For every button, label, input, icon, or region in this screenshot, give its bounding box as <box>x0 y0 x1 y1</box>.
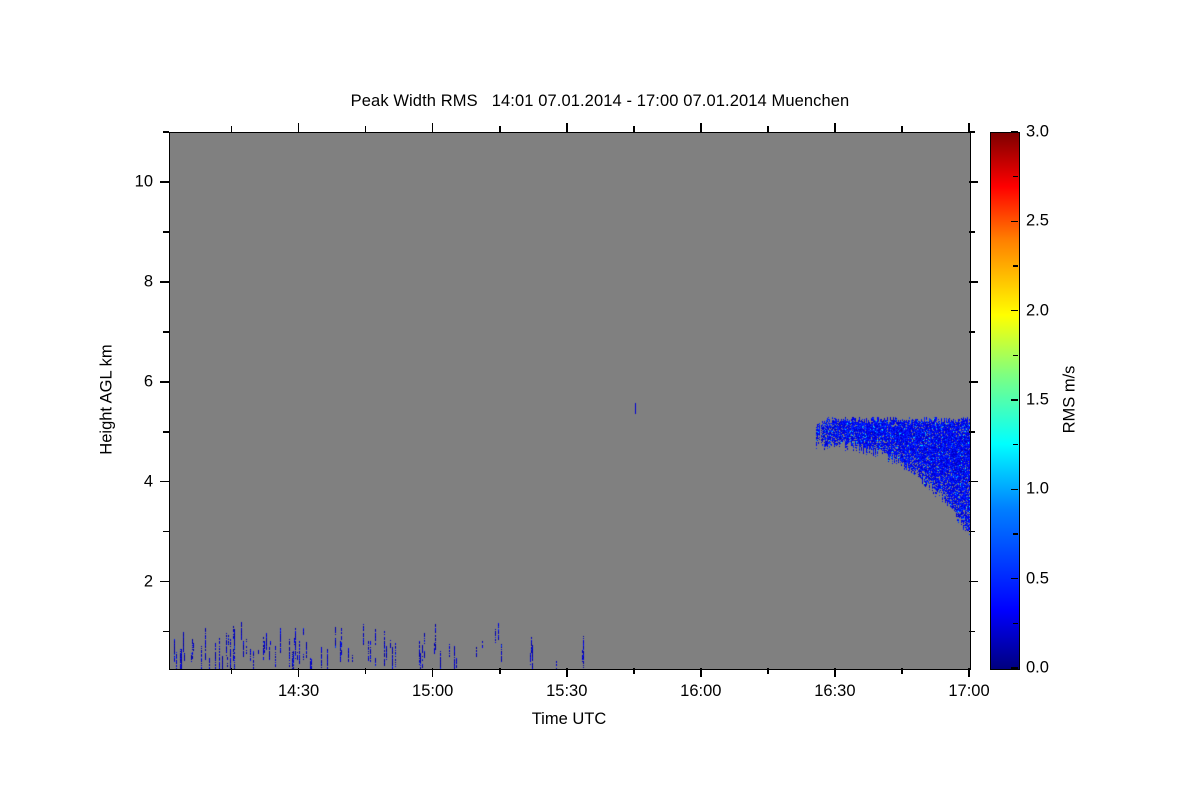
colorbar-tick-major <box>1011 488 1018 491</box>
y-tick-minor <box>163 231 169 233</box>
y-tick-minor <box>163 131 169 133</box>
plot-area[interactable] <box>169 132 971 670</box>
y-tick-right-major <box>969 181 978 183</box>
y-tick-label-4: 4 <box>143 472 153 491</box>
y-tick-right-major <box>969 480 978 483</box>
y-tick-minor <box>163 331 169 333</box>
y-tick-right-major <box>969 580 978 583</box>
y-tick-label-10: 10 <box>134 172 153 191</box>
x-tick-top-minor <box>633 126 635 132</box>
colorbar-tick-minor <box>1013 175 1018 178</box>
x-tick-major <box>834 668 836 677</box>
x-tick-top-major <box>700 123 702 132</box>
x-tick-major <box>297 668 300 677</box>
y-tick-label-2: 2 <box>143 572 153 591</box>
y-tick-right-minor <box>969 331 975 333</box>
colorbar-tick-major <box>1011 131 1018 133</box>
colorbar-label-1.5: 1.5 <box>1026 390 1049 409</box>
colorbar-tick-major <box>1011 309 1018 312</box>
colorbar-label-2.0: 2.0 <box>1026 301 1049 320</box>
colorbar[interactable] <box>990 132 1020 670</box>
x-tick-minor <box>230 668 233 674</box>
colorbar-tick-major <box>1011 399 1018 401</box>
y-tick-major <box>160 181 169 183</box>
y-tick-label-8: 8 <box>143 272 153 291</box>
colorbar-axis-label: RMS m/s <box>1060 365 1079 434</box>
x-tick-major <box>565 668 568 677</box>
x-tick-top-minor <box>364 126 367 132</box>
y-tick-right-minor <box>969 430 975 433</box>
x-tick-label-14-30: 14:30 <box>277 682 320 700</box>
colorbar-tick-minor <box>1013 354 1018 357</box>
x-tick-major <box>700 668 702 677</box>
colorbar-label-3.0: 3.0 <box>1026 122 1049 141</box>
x-tick-top-minor <box>901 126 903 132</box>
y-tick-label-6: 6 <box>143 372 153 391</box>
colorbar-label-0.5: 0.5 <box>1026 569 1049 588</box>
colorbar-tick-minor <box>1013 533 1018 535</box>
chart-title: Peak Width RMS 14:01 07.01.2014 - 17:00 … <box>350 92 850 110</box>
colorbar-tick-major <box>1011 220 1018 223</box>
y-tick-major <box>160 380 169 383</box>
x-tick-minor <box>498 668 501 674</box>
x-tick-minor <box>901 668 903 674</box>
colorbar-tick-minor <box>1013 443 1018 446</box>
colorbar-label-1.0: 1.0 <box>1026 479 1049 498</box>
x-tick-major <box>431 668 434 677</box>
x-tick-top-major <box>297 123 300 132</box>
colorbar-label-0.0: 0.0 <box>1026 658 1049 677</box>
x-tick-minor <box>767 668 769 674</box>
x-tick-top-minor <box>498 126 501 132</box>
x-tick-label-17-00: 17:00 <box>948 682 990 700</box>
x-tick-minor <box>633 668 635 674</box>
x-tick-label-15-30: 15:30 <box>546 682 588 700</box>
y-tick-right-major <box>969 281 978 283</box>
y-axis-label: Height AGL km <box>97 344 116 455</box>
y-tick-right-minor <box>969 630 975 633</box>
x-tick-label-16-30: 16:30 <box>814 682 856 700</box>
y-tick-right-minor <box>969 131 975 133</box>
y-tick-right-major <box>969 380 978 383</box>
y-tick-minor <box>163 430 169 433</box>
y-tick-minor <box>163 530 169 533</box>
colorbar-label-2.5: 2.5 <box>1026 211 1049 230</box>
x-tick-top-major <box>565 123 568 132</box>
x-tick-minor <box>364 668 367 674</box>
x-tick-top-minor <box>767 126 769 132</box>
x-tick-top-minor <box>230 126 233 132</box>
heatmap-data-layer <box>170 133 970 669</box>
x-axis-label: Time UTC <box>531 710 607 728</box>
y-tick-major <box>160 281 169 283</box>
x-tick-major <box>968 668 970 677</box>
y-tick-major <box>160 580 169 583</box>
x-tick-top-major <box>431 123 434 132</box>
x-tick-label-15-00: 15:00 <box>412 682 454 700</box>
colorbar-tick-minor <box>1013 622 1018 625</box>
x-tick-label-16-00: 16:00 <box>680 682 722 700</box>
y-tick-minor <box>163 630 169 633</box>
x-tick-top-major <box>834 123 836 132</box>
colorbar-tick-minor <box>1013 265 1018 267</box>
colorbar-tick-major <box>1011 667 1018 669</box>
y-tick-right-minor <box>969 231 975 233</box>
colorbar-tick-major <box>1011 577 1018 580</box>
y-tick-major <box>160 480 169 483</box>
y-tick-right-minor <box>969 530 975 533</box>
x-tick-top-major <box>968 123 970 132</box>
